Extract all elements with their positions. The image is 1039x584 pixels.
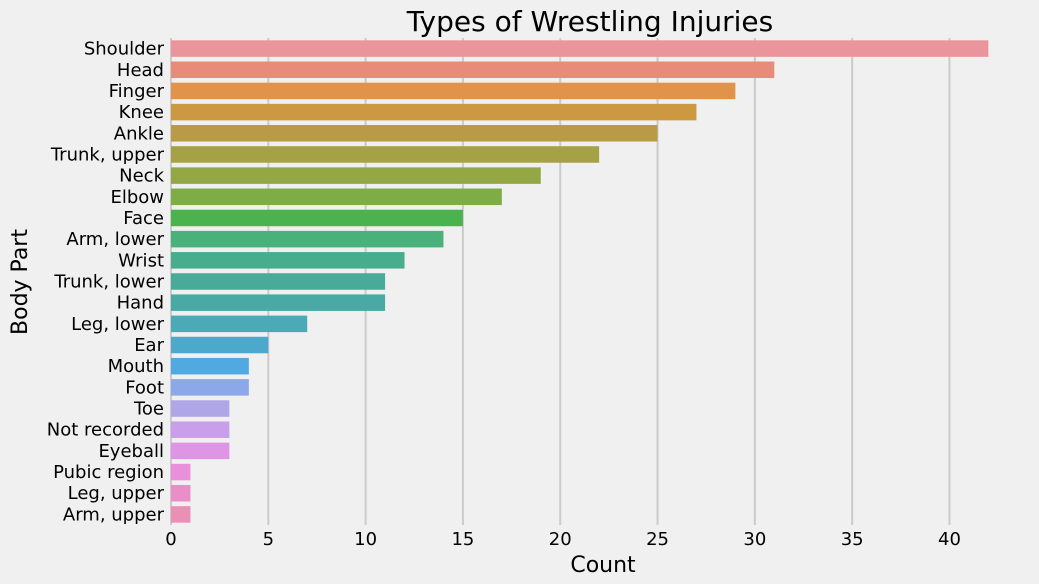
category-label: Foot (125, 377, 164, 398)
bar (171, 336, 269, 354)
x-tick-label: 40 (938, 529, 961, 550)
bar (171, 61, 775, 79)
category-label: Ear (134, 335, 164, 356)
category-label: Ankle (114, 123, 164, 144)
category-label: Pubic region (53, 462, 164, 483)
bar (171, 40, 989, 57)
x-tick-label: 15 (451, 529, 474, 550)
chart-title: Types of Wrestling Injuries (406, 5, 773, 38)
category-label: Eyeball (98, 441, 164, 462)
category-label: Face (123, 208, 164, 229)
bar (171, 442, 230, 460)
bar (171, 315, 308, 333)
category-label: Mouth (108, 356, 164, 377)
bar (171, 400, 230, 417)
x-axis-title: Count (570, 553, 636, 578)
bar (171, 146, 600, 163)
category-label: Arm, upper (63, 504, 165, 525)
category-label: Wrist (118, 250, 164, 271)
bar (171, 357, 249, 375)
bar (171, 125, 658, 142)
category-label: Leg, upper (68, 483, 165, 504)
bar (171, 188, 502, 206)
bar (171, 506, 191, 523)
bar (171, 421, 230, 438)
category-label: Finger (109, 81, 165, 102)
category-label: Arm, lower (66, 229, 164, 250)
category-label: Shoulder (84, 39, 165, 60)
category-label: Neck (119, 166, 164, 187)
bars-group (171, 40, 989, 523)
x-tick-label: 5 (263, 529, 274, 550)
category-label: Hand (117, 293, 164, 314)
category-label: Trunk, lower (53, 272, 164, 293)
category-label: Knee (119, 102, 164, 123)
bar (171, 103, 697, 121)
bar (171, 167, 541, 184)
category-label: Not recorded (47, 420, 164, 441)
y-axis-title: Body Part (8, 229, 33, 335)
category-label: Head (117, 60, 164, 81)
bar (171, 82, 736, 100)
x-tick-label: 30 (743, 529, 766, 550)
category-label: Elbow (110, 187, 164, 208)
x-tick-labels: 0 5 10 15 20 25 30 35 40 (165, 529, 961, 550)
bar (171, 379, 249, 396)
category-label: Toe (133, 399, 164, 420)
bar (171, 230, 444, 248)
bar (171, 463, 191, 481)
category-label: Trunk, upper (50, 144, 165, 165)
x-tick-label: 20 (549, 529, 572, 550)
x-tick-label: 25 (646, 529, 669, 550)
bar (171, 294, 386, 311)
bar (171, 209, 463, 227)
category-label: Leg, lower (71, 314, 164, 335)
x-tick-label: 35 (841, 529, 864, 550)
x-tick-label: 10 (354, 529, 377, 550)
bar (171, 273, 386, 290)
x-tick-label: 0 (165, 529, 176, 550)
bar (171, 252, 405, 269)
bar (171, 484, 191, 502)
